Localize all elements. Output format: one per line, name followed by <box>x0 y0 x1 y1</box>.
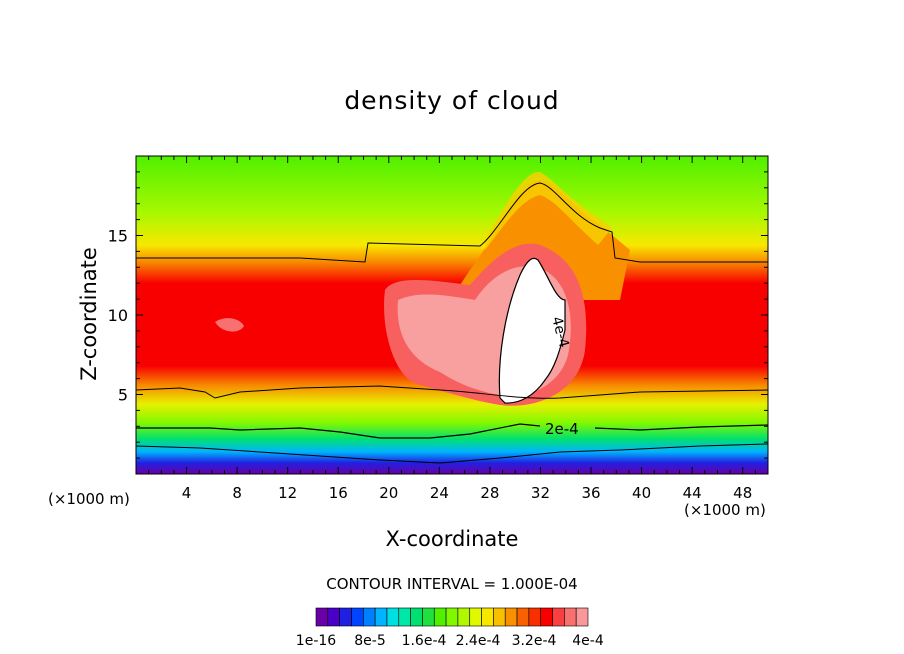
colorbar-swatch <box>433 607 447 627</box>
x-tick-label: 44 <box>683 484 702 502</box>
plume-yellow <box>485 171 612 250</box>
x-unit-left: (×1000 m) <box>48 490 130 508</box>
contour-line-upper <box>136 182 768 263</box>
colorbar-swatch <box>315 607 329 627</box>
colorbar-swatch <box>445 607 459 627</box>
field-layers <box>136 156 768 474</box>
x-tick-label: 32 <box>531 484 550 502</box>
colorbar-label: 8e-5 <box>354 633 386 649</box>
colorbar-swatch <box>327 607 340 627</box>
x-tick-label: 40 <box>632 484 651 502</box>
colorbar-swatch <box>481 607 494 627</box>
x-tick-label: 24 <box>430 484 449 502</box>
y-axis-ticks: 5 10 15 <box>108 171 768 459</box>
colorbar-swatch <box>469 607 482 627</box>
contour-line-bottom <box>136 443 768 464</box>
colorbar-swatch <box>575 607 589 627</box>
x-axis-ticks: 4 8 12 16 20 24 28 32 36 40 44 48 <box>148 156 756 502</box>
colorbar-swatch <box>540 607 553 627</box>
max-contour-outline <box>498 257 566 404</box>
y-tick-label: 5 <box>118 386 128 405</box>
y-tick-label: 10 <box>108 306 128 325</box>
colorbar <box>315 607 589 627</box>
x-tick-label: 4 <box>182 484 192 502</box>
x-tick-label: 20 <box>379 484 398 502</box>
contour-line-2e-4 <box>136 423 768 439</box>
x-unit-right: (×1000 m) <box>684 501 766 519</box>
y-axis-label: Z-coordinate <box>77 247 101 381</box>
colorbar-swatch <box>351 607 364 627</box>
colorbar-swatch <box>504 607 518 627</box>
colorbar-swatch <box>493 607 506 627</box>
x-tick-label: 8 <box>232 484 242 502</box>
colorbar-swatch <box>410 607 423 627</box>
colorbar-swatch <box>363 607 376 627</box>
x-tick-label: 48 <box>733 484 752 502</box>
x-tick-label: 16 <box>329 484 348 502</box>
left-pink-patch <box>215 318 244 332</box>
colorbar-label: 2.4e-4 <box>455 633 501 649</box>
colorbar-label: 3.2e-4 <box>511 633 557 649</box>
chart-title: density of cloud <box>344 86 560 115</box>
x-axis-label: X-coordinate <box>385 527 519 551</box>
colorbar-label: 1.6e-4 <box>401 633 447 649</box>
colorbar-label: 1e-16 <box>295 633 337 649</box>
contour-line-lower <box>136 385 768 399</box>
colorbar-swatch <box>457 607 471 627</box>
colorbar-swatch <box>422 607 435 627</box>
max-region <box>499 258 565 404</box>
x-tick-label: 28 <box>480 484 499 502</box>
colorbar-swatch <box>516 607 530 627</box>
y-tick-label: 15 <box>108 227 128 246</box>
colorbar-swatch <box>398 607 411 627</box>
x-tick-label: 36 <box>581 484 600 502</box>
colorbar-swatch <box>374 607 388 627</box>
colorbar-label: 4e-4 <box>572 633 604 649</box>
colorbar-swatch <box>564 607 577 627</box>
colorbar-swatch <box>552 607 565 627</box>
contour-interval-text: CONTOUR INTERVAL = 1.000E-04 <box>326 575 578 593</box>
colorbar-swatch <box>386 607 400 627</box>
x-tick-label: 12 <box>278 484 297 502</box>
contour-label-4e-4: 4e-4 <box>548 315 572 350</box>
contour-label-2e-4: 2e-4 <box>545 420 579 438</box>
colorbar-swatch <box>339 607 352 627</box>
colorbar-swatch <box>528 607 541 627</box>
